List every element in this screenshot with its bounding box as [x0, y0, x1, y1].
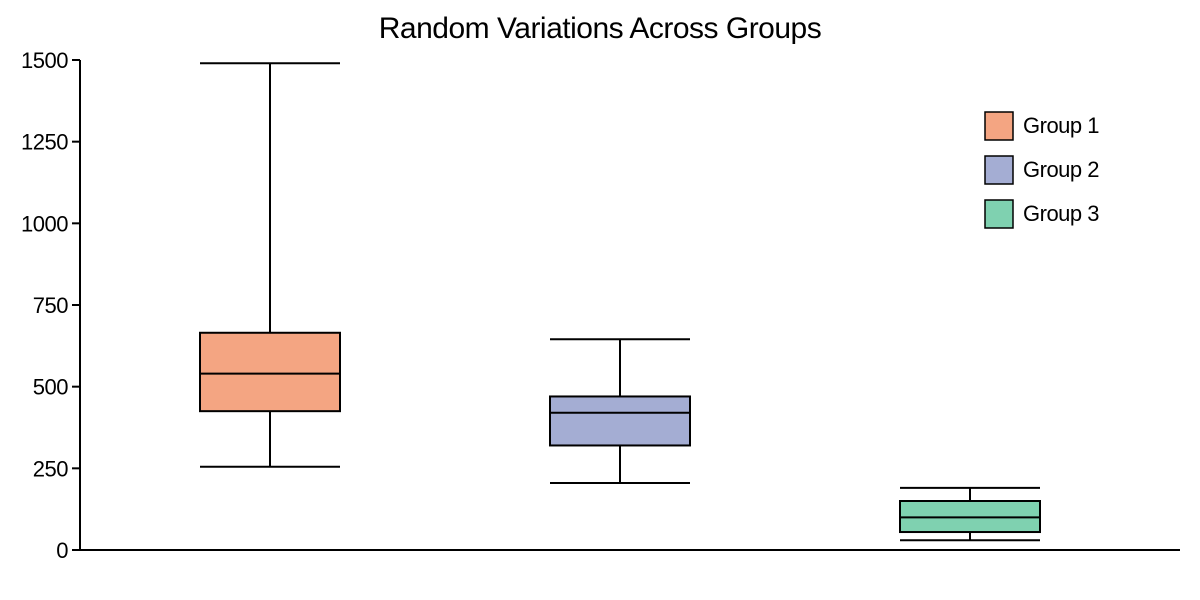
boxplot-series-2 [550, 339, 690, 483]
y-tick-label: 1500 [21, 48, 68, 73]
legend-label: Group 2 [1023, 157, 1099, 182]
boxplot-series [200, 63, 1040, 540]
boxplot-series-3 [900, 488, 1040, 540]
y-tick-label: 500 [33, 375, 68, 400]
y-tick-label: 250 [33, 456, 68, 481]
legend-item: Group 3 [985, 200, 1099, 228]
legend-item: Group 1 [985, 112, 1099, 140]
chart-title: Random Variations Across Groups [379, 12, 821, 45]
boxplot-chart: Random Variations Across Groups 0 250 500 7… [0, 0, 1200, 600]
legend-label: Group 1 [1023, 113, 1099, 138]
boxplot-series-1 [200, 63, 340, 466]
legend-swatch [985, 112, 1013, 140]
box [550, 396, 690, 445]
legend-label: Group 3 [1023, 201, 1099, 226]
y-tick-label: 0 [56, 538, 68, 563]
y-tick-label: 1250 [21, 130, 68, 155]
box [200, 333, 340, 411]
legend: Group 1 Group 2 Group 3 [985, 112, 1099, 228]
y-tick-label: 1000 [21, 211, 68, 236]
y-tick-label: 750 [33, 293, 68, 318]
legend-swatch [985, 156, 1013, 184]
legend-item: Group 2 [985, 156, 1099, 184]
legend-swatch [985, 200, 1013, 228]
